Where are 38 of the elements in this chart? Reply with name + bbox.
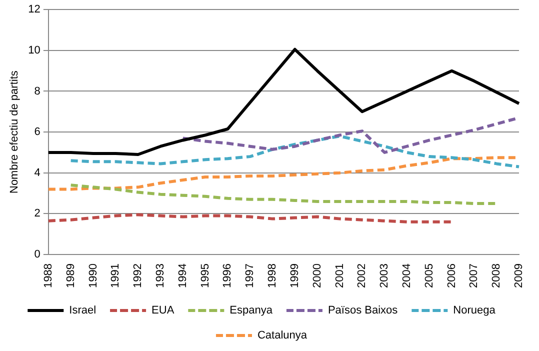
legend-label: EUA <box>152 304 175 317</box>
x-tick-label: 1992 <box>132 264 144 288</box>
y-tick-label: 4 <box>34 166 40 179</box>
x-tick-label: 1996 <box>222 264 234 288</box>
y-tick-label: 12 <box>28 4 40 16</box>
x-tick-label: 1994 <box>176 264 189 288</box>
x-tick-label: 1993 <box>154 264 167 288</box>
x-tick-label: 1997 <box>244 264 256 288</box>
y-tick-label: 8 <box>34 85 40 98</box>
x-tick-label: 2006 <box>446 264 458 288</box>
legend-label: Catalunya <box>257 330 308 342</box>
y-tick-label: 6 <box>34 126 40 138</box>
y-axis-title: Nombre efectiu de partits <box>8 70 21 194</box>
x-tick-label: 1989 <box>64 264 77 288</box>
line-series <box>69 134 520 168</box>
x-tick-label: 1988 <box>42 264 54 288</box>
x-tick-label: 2001 <box>334 264 346 288</box>
x-tick-label: 1998 <box>266 264 279 288</box>
legend-label: Espanya <box>230 304 274 317</box>
x-tick-label: 2007 <box>468 264 480 288</box>
line-series <box>46 213 454 224</box>
x-tick-label: 2002 <box>356 264 368 288</box>
legend-label: Noruega <box>453 304 496 317</box>
x-tick-label: 2005 <box>423 264 436 288</box>
x-tick-label: 2004 <box>400 264 413 288</box>
x-tick-label: 1990 <box>87 264 100 288</box>
y-tick-label: 10 <box>28 44 40 56</box>
x-tick-label: 1991 <box>110 264 122 288</box>
x-tick-label: 2003 <box>378 264 391 288</box>
legend-label: Països Baixos <box>328 304 398 317</box>
x-tick-label: 1995 <box>199 264 212 288</box>
x-tick-label: 2000 <box>311 264 324 288</box>
y-tick-label: 2 <box>34 208 40 220</box>
x-tick-label: 2009 <box>513 264 526 288</box>
x-tick-label: 2008 <box>490 264 503 288</box>
y-tick-label: 0 <box>34 248 40 261</box>
legend-label: Israel <box>69 304 96 317</box>
x-tick-label: 1999 <box>288 264 301 288</box>
